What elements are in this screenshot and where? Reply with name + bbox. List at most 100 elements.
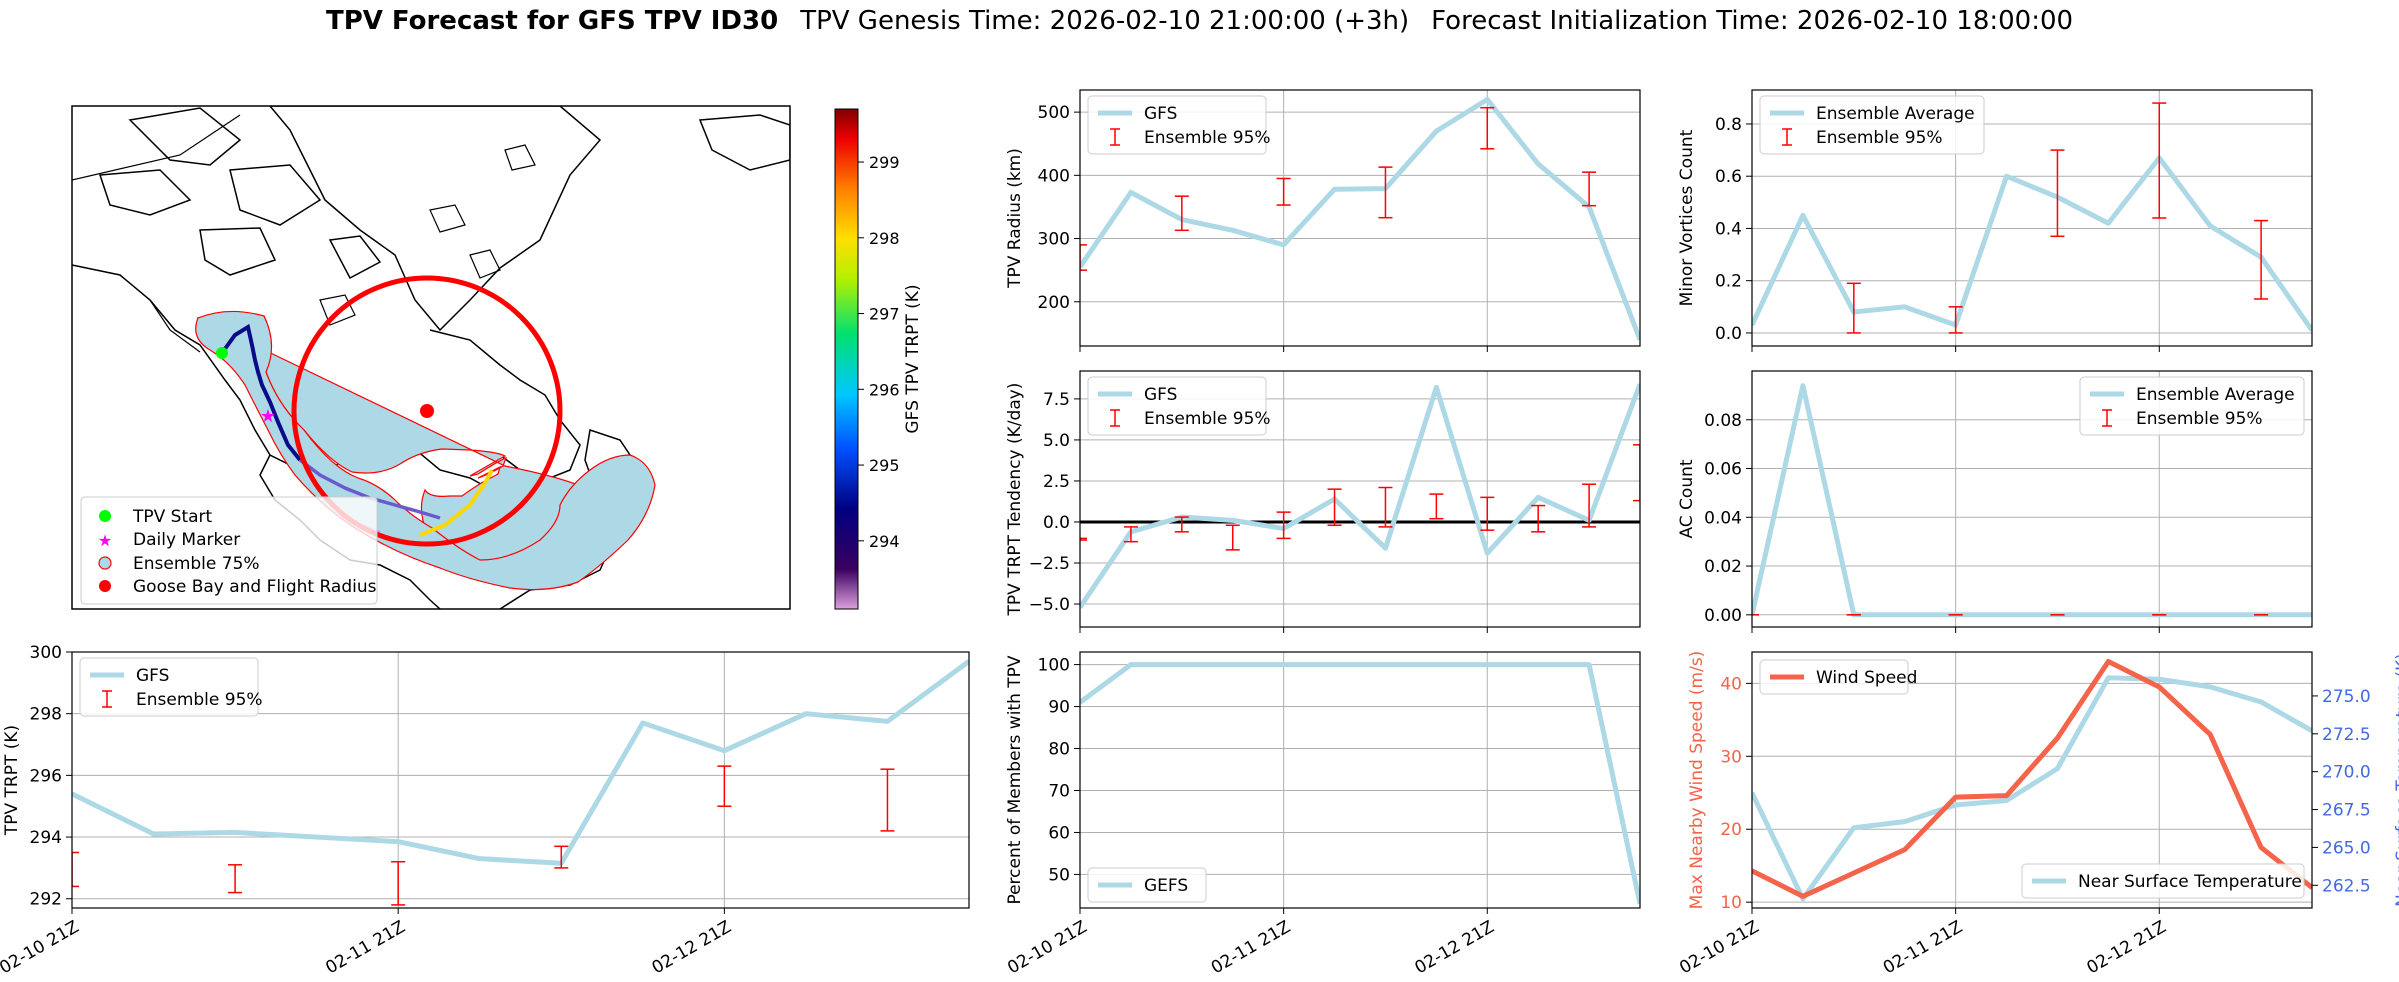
y-tick-label: 7.5 xyxy=(1043,390,1070,410)
legend-label: GFS xyxy=(1144,385,1177,405)
y-tick-label: 90 xyxy=(1048,698,1070,718)
y-tick-label: 300 xyxy=(1038,230,1070,250)
colorbar-tick-label: 295 xyxy=(869,456,900,475)
series-line xyxy=(72,659,969,866)
y-tick-label: 0.8 xyxy=(1715,115,1742,135)
y-tick-label: 296 xyxy=(30,766,62,786)
chart-legend: GEFS xyxy=(1087,867,1207,903)
x-tick-label: 02-11 21Z xyxy=(1208,917,1294,978)
legend-label: Ensemble Average xyxy=(2136,385,2295,405)
y-tick-label: −2.5 xyxy=(1029,554,1070,574)
y-tick-label: 0.02 xyxy=(1704,557,1742,577)
chart-trpt: 292 294 296 298 300 02-10 21Z 02-11 21Z 02-12 2… xyxy=(0,643,970,978)
chart-data-layer xyxy=(1752,658,2312,902)
tpv-start-marker xyxy=(216,347,228,359)
series-line xyxy=(1080,662,1640,905)
y-axis-label: AC Count xyxy=(1677,459,1697,538)
colorbar xyxy=(834,108,859,610)
x-tick-label: 02-10 21Z xyxy=(1676,917,1762,978)
coastline-arctic-islands xyxy=(98,107,382,280)
y-right-tick-label: 265.0 xyxy=(2322,838,2371,858)
legend-box xyxy=(1087,376,1267,436)
chart-data-layer xyxy=(1752,102,2312,334)
y-tick-label: 0.06 xyxy=(1704,460,1742,480)
colorbar-tick-label: 294 xyxy=(869,532,900,551)
y-tick-label: −5.0 xyxy=(1029,595,1070,615)
legend-label: Near Surface Temperature xyxy=(2078,872,2302,892)
series-line xyxy=(1080,383,1640,609)
legend-label: Ensemble 95% xyxy=(136,690,263,710)
legend-label: GEFS xyxy=(1144,876,1188,896)
chart-data-layer xyxy=(1080,96,1640,341)
y-right-tick-label: 262.5 xyxy=(2322,876,2371,896)
y-tick-label: 400 xyxy=(1038,166,1070,186)
chart-legend: Ensemble Average Ensemble 95% xyxy=(2079,376,2305,436)
x-tick-label: 02-11 21Z xyxy=(322,917,408,978)
x-tick-label: 02-10 21Z xyxy=(1004,917,1090,978)
coastline-iceland xyxy=(698,114,790,171)
series-line xyxy=(1752,155,2312,332)
y-tick-label: 298 xyxy=(30,705,62,725)
goose-bay-marker xyxy=(420,404,434,418)
title-genesis: TPV Genesis Time: 2026-02-10 21:00:00 (+… xyxy=(800,6,1410,36)
series-line xyxy=(1080,96,1640,341)
legend-tpv-start: TPV Start xyxy=(132,507,213,527)
coastline-islands xyxy=(319,144,536,326)
y-tick-label: 30 xyxy=(1720,747,1742,767)
legend-daily-marker: Daily Marker xyxy=(133,530,240,550)
legend-label: Ensemble 95% xyxy=(2136,409,2263,429)
x-tick-label: 02-10 21Z xyxy=(0,917,83,978)
y-tick-label: 10 xyxy=(1720,893,1742,913)
series-line-temperature xyxy=(1752,675,2312,902)
y-tick-label: 292 xyxy=(30,890,62,910)
colorbar-ticks: 294 295 296 297 298 299 xyxy=(858,153,900,551)
y-axis-label: TPV TRPT Tendency (K/day) xyxy=(1005,383,1025,617)
legend-box xyxy=(79,657,259,717)
y-right-tick-label: 275.0 xyxy=(2322,687,2371,707)
y-axis-label: TPV TRPT (K) xyxy=(2,725,22,836)
y-tick-label: 0.04 xyxy=(1704,508,1742,528)
colorbar-tick-label: 299 xyxy=(869,153,900,172)
y-tick-label: 0.00 xyxy=(1704,606,1742,626)
y-tick-label: 200 xyxy=(1038,293,1070,313)
chart-minor: 0.0 0.2 0.4 0.6 0.8 Minor Vortices Count Ensem… xyxy=(1677,89,2313,352)
legend-box xyxy=(1087,867,1207,903)
legend-box xyxy=(2079,376,2305,436)
legend-box xyxy=(1759,95,1985,155)
chart-legend: Near Surface Temperature xyxy=(2021,863,2305,899)
chart-legend: GFS Ensemble 95% xyxy=(1087,95,1271,155)
y-axis-label: Percent of Members with TPV xyxy=(1005,655,1025,904)
map-frame xyxy=(71,105,791,610)
chart-data-layer xyxy=(72,659,969,906)
y-tick-label: 60 xyxy=(1048,823,1070,843)
y-axis-label: TPV Radius (km) xyxy=(1005,148,1025,289)
y-tick-label: 70 xyxy=(1048,781,1070,801)
y-tick-label: 2.5 xyxy=(1043,472,1070,492)
axes-frame xyxy=(1751,89,2313,347)
legend-daily-marker-icon: ★ xyxy=(98,531,112,550)
y-right-tick-label: 267.5 xyxy=(2322,801,2371,821)
y-tick-label: 50 xyxy=(1048,865,1070,885)
y-tick-label: 0.2 xyxy=(1715,272,1742,292)
figure-title: TPV Forecast for GFS TPV ID30 TPV Genesis… xyxy=(0,6,2399,36)
legend-label: Ensemble 95% xyxy=(1816,128,1943,148)
axes-frame xyxy=(1751,370,2313,628)
chart-data-layer xyxy=(1080,662,1640,905)
y-tick-label: 80 xyxy=(1048,740,1070,760)
chart-ac: 0.00 0.02 0.04 0.06 0.08 AC Count Ensemble Ave… xyxy=(1677,370,2313,633)
x-tick-label: 02-12 21Z xyxy=(1411,917,1497,978)
legend-label: Wind Speed xyxy=(1816,668,1917,688)
axes-frame xyxy=(1079,651,1641,909)
tpv-track-warm xyxy=(419,469,494,537)
map-panel: ★ TPV Start ★ Daily Marker Ensemble 75% … xyxy=(71,105,923,610)
chart-members: 50 60 70 80 90 100 02-10 21Z 02-11 21Z 02-12 21Z… xyxy=(1004,651,1641,978)
legend-goose-bay: Goose Bay and Flight Radius xyxy=(133,577,377,597)
chart-data-layer xyxy=(1080,383,1640,609)
legend-label: GFS xyxy=(136,666,169,686)
coastline-greenland xyxy=(269,106,602,332)
daily-marker-star: ★ xyxy=(260,406,276,427)
y-tick-label: 100 xyxy=(1038,656,1070,676)
y-tick-label: 0.08 xyxy=(1704,411,1742,431)
map-legend: TPV Start ★ Daily Marker Ensemble 75% Go… xyxy=(80,496,378,605)
